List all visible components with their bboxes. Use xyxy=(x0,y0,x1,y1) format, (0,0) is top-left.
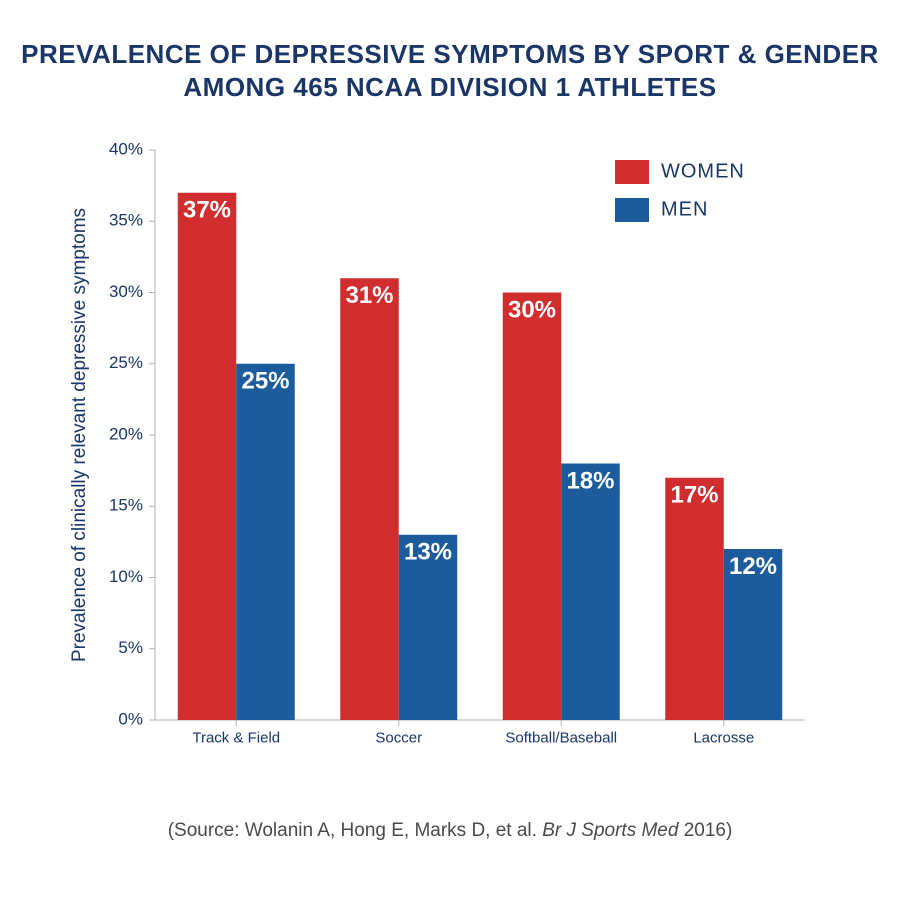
legend: WOMEN MEN xyxy=(615,160,745,222)
bar-value-label: 18% xyxy=(566,467,614,494)
bar xyxy=(340,278,399,720)
legend-swatch xyxy=(615,160,649,184)
bar xyxy=(665,478,724,720)
y-tick-label: 30% xyxy=(109,282,143,301)
bar-value-label: 30% xyxy=(508,296,556,323)
x-tick-label: Lacrosse xyxy=(693,729,754,746)
source-citation: (Source: Wolanin A, Hong E, Marks D, et … xyxy=(0,820,900,842)
source-suffix: 2016) xyxy=(678,820,732,841)
bar-value-label: 25% xyxy=(241,368,289,395)
legend-swatch xyxy=(615,198,649,222)
y-tick-label: 40% xyxy=(109,139,143,158)
x-tick-label: Track & Field xyxy=(192,729,280,746)
bar xyxy=(236,364,295,720)
y-tick-label: 5% xyxy=(118,638,143,657)
y-tick-label: 20% xyxy=(109,424,143,443)
bar-value-label: 31% xyxy=(345,282,393,309)
legend-label: MEN xyxy=(661,198,708,220)
bar-value-label: 37% xyxy=(183,197,231,224)
legend-label: WOMEN xyxy=(661,160,745,182)
x-tick-label: Soccer xyxy=(375,729,422,746)
bar-chart: 0% 5% 10% 15% 20% 25% 30% 35% 40% Prevalence of c… xyxy=(0,0,900,900)
y-axis-label: Prevalence of clinically relevant depres… xyxy=(69,208,90,662)
y-tick-label: 35% xyxy=(109,211,143,230)
y-tick-label: 10% xyxy=(109,567,143,586)
y-tick-label: 15% xyxy=(109,496,143,515)
bar-value-label: 13% xyxy=(404,539,452,566)
x-tick-label: Softball/Baseball xyxy=(505,729,617,746)
y-tick-label: 25% xyxy=(109,353,143,372)
page: PREVALENCE OF DEPRESSIVE SYMPTOMS BY SPO… xyxy=(0,0,900,900)
bar xyxy=(178,193,237,720)
source-journal: Br J Sports Med xyxy=(542,820,678,841)
y-tick-label: 0% xyxy=(118,709,143,728)
bar-value-label: 17% xyxy=(670,482,718,509)
source-prefix: (Source: Wolanin A, Hong E, Marks D, et … xyxy=(168,820,543,841)
bar xyxy=(561,464,620,721)
bar-value-label: 12% xyxy=(729,553,777,580)
bar xyxy=(503,293,562,721)
